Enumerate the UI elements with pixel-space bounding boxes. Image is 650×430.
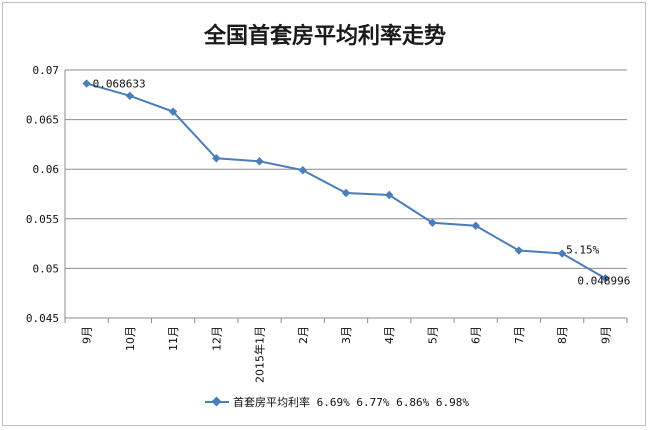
series-line: [86, 82, 606, 280]
x-tick-label: 10月: [124, 326, 137, 351]
data-label: 0.048996: [577, 274, 630, 287]
x-tick-label: 5月: [426, 326, 439, 344]
data-point: [471, 221, 480, 230]
y-tick-label: 0.05: [33, 262, 60, 275]
data-point: [255, 157, 264, 166]
y-tick-label: 0.055: [26, 213, 59, 226]
x-tick-label: 8月: [556, 326, 569, 344]
legend-marker-icon: [205, 395, 229, 409]
legend-label: 首套房平均利率 6.69% 6.77% 6.86% 6.98%: [233, 396, 469, 409]
data-point: [601, 274, 610, 283]
y-tick-label: 0.06: [33, 163, 60, 176]
y-tick-label: 0.07: [33, 64, 60, 77]
x-tick-label: 7月: [513, 326, 526, 344]
x-tick-label: 12月: [210, 326, 223, 351]
x-tick-label: 4月: [383, 326, 396, 344]
data-point: [168, 107, 178, 116]
data-point: [125, 91, 135, 100]
data-point: [557, 249, 567, 258]
data-point: [298, 165, 307, 175]
x-tick-label: 11月: [167, 326, 180, 351]
legend: 首套房平均利率 6.69% 6.77% 6.86% 6.98%: [205, 393, 469, 411]
y-tick-label: 0.065: [26, 114, 59, 127]
data-point: [385, 190, 394, 200]
x-tick-label: 9月: [599, 326, 612, 344]
data-label: 5.15%: [566, 244, 599, 257]
data-point: [514, 246, 524, 255]
data-label: 0.068633: [93, 78, 146, 91]
data-point: [428, 218, 437, 227]
x-tick-label: 6月: [470, 326, 483, 344]
x-tick-label: 2月: [297, 326, 310, 344]
data-point: [82, 79, 91, 88]
data-point: [212, 154, 221, 163]
chart-frame: [2, 2, 646, 426]
x-tick-label: 9月: [81, 326, 94, 344]
chart-title: 全国首套房平均利率走势: [203, 23, 446, 49]
x-tick-label: 3月: [340, 326, 353, 344]
y-tick-label: 0.045: [26, 312, 59, 325]
data-point: [341, 188, 351, 198]
x-tick-label: 2015年1月: [253, 326, 267, 383]
